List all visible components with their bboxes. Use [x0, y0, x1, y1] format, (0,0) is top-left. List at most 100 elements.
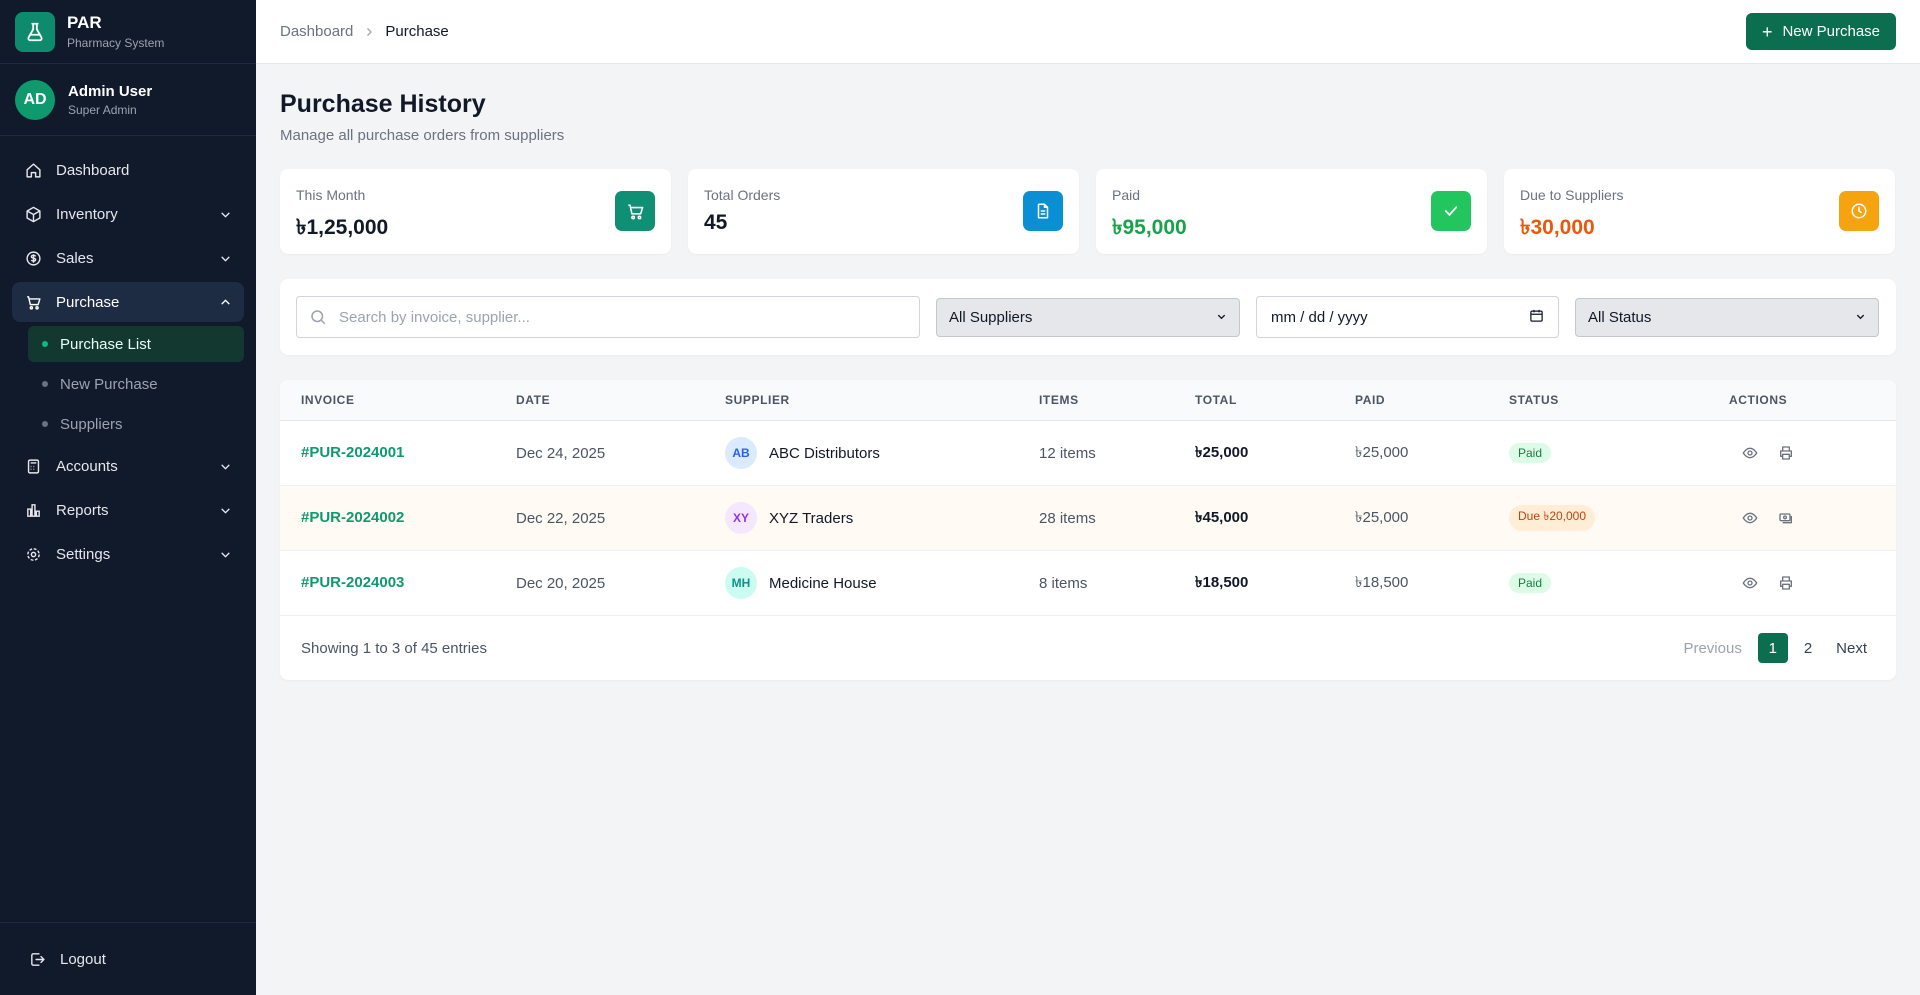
search-input[interactable] — [339, 308, 907, 326]
supplier-avatar: MH — [725, 567, 757, 599]
column-header-actions: ACTIONS — [1729, 393, 1788, 407]
stat-card-due: Due to Suppliers ৳30,000 — [1504, 169, 1895, 254]
date-input-value: mm / dd / yyyy — [1271, 308, 1368, 326]
row-paid: ৳25,000 — [1355, 443, 1409, 461]
page-button-1[interactable]: 1 — [1757, 633, 1788, 663]
purchase-table: INVOICE DATE SUPPLIER ITEMS TOTAL PAID S… — [280, 380, 1896, 680]
eye-icon[interactable] — [1741, 444, 1759, 462]
supplier-select-value: All Suppliers — [949, 308, 1033, 326]
brand: PAR Pharmacy System — [0, 0, 256, 64]
table-row: #PUR-2024003 Dec 20, 2025 MH Medicine Ho… — [280, 551, 1896, 616]
brand-title: PAR — [67, 13, 102, 32]
check-icon — [1431, 191, 1471, 231]
sidebar-item-label: Accounts — [56, 457, 118, 475]
topbar: Dashboard Purchase + New Purchase — [256, 0, 1920, 64]
entries-summary: Showing 1 to 3 of 45 entries — [301, 639, 487, 657]
eye-icon[interactable] — [1741, 574, 1759, 592]
date-input[interactable]: mm / dd / yyyy — [1256, 296, 1559, 338]
column-header-total: TOTAL — [1195, 393, 1237, 407]
bar-chart-icon — [24, 501, 42, 519]
bullet-dot — [42, 341, 48, 347]
submenu-item-purchase-list[interactable]: Purchase List — [28, 326, 244, 362]
status-select[interactable]: All Status — [1575, 297, 1879, 337]
supplier-name: Medicine House — [769, 574, 877, 592]
row-total: ৳45,000 — [1195, 508, 1249, 526]
payment-icon[interactable] — [1777, 509, 1795, 527]
chevron-right-icon — [363, 26, 375, 38]
row-date: Dec 20, 2025 — [516, 574, 606, 592]
column-header-status: STATUS — [1509, 393, 1559, 407]
logout-icon — [28, 950, 46, 968]
sidebar-item-accounts[interactable]: Accounts — [12, 446, 244, 486]
sidebar-item-sales[interactable]: Sales — [12, 238, 244, 278]
page-button-2[interactable]: 2 — [1803, 639, 1813, 657]
sidebar-item-label: Reports — [56, 501, 109, 519]
next-page-button[interactable]: Next — [1836, 639, 1867, 657]
calendar-icon[interactable] — [1529, 308, 1544, 327]
sidebar-item-label: Dashboard — [56, 161, 130, 179]
supplier-avatar: AB — [725, 437, 757, 469]
sidebar-item-purchase[interactable]: Purchase — [12, 282, 244, 322]
row-items: 12 items — [1039, 444, 1096, 462]
brand-subtitle: Pharmacy System — [67, 36, 165, 50]
stat-card-this-month: This Month ৳1,25,000 — [280, 169, 671, 254]
status-badge: Due ৳20,000 — [1509, 505, 1596, 531]
column-header-date: DATE — [516, 393, 551, 407]
submenu-item-new-purchase[interactable]: New Purchase — [28, 366, 244, 402]
supplier-name: ABC Distributors — [769, 444, 880, 462]
table-row: #PUR-2024002 Dec 22, 2025 XY XYZ Traders… — [280, 486, 1896, 551]
row-total: ৳18,500 — [1195, 573, 1249, 591]
user-profile[interactable]: AD Admin User Super Admin — [0, 64, 256, 136]
submenu-item-label: Suppliers — [60, 415, 123, 433]
submenu-item-label: Purchase List — [60, 335, 151, 353]
chevron-down-icon — [218, 207, 232, 221]
stat-value: ৳1,25,000 — [296, 216, 389, 239]
previous-page-button[interactable]: Previous — [1683, 639, 1742, 657]
column-header-paid: PAID — [1355, 393, 1386, 407]
stat-value: ৳30,000 — [1520, 216, 1595, 239]
clock-icon — [1839, 191, 1879, 231]
main-content: Purchase History Manage all purchase ord… — [280, 64, 1896, 680]
logout-button[interactable]: Logout — [0, 922, 256, 995]
bullet-dot — [42, 381, 48, 387]
chevron-down-icon — [218, 459, 232, 473]
sidebar-item-inventory[interactable]: Inventory — [12, 194, 244, 234]
cart-icon — [24, 293, 42, 311]
flask-icon — [15, 11, 55, 52]
search-box[interactable] — [296, 296, 920, 338]
table-row: #PUR-2024001 Dec 24, 2025 AB ABC Distrib… — [280, 421, 1896, 486]
eye-icon[interactable] — [1741, 509, 1759, 527]
submenu-item-label: New Purchase — [60, 375, 158, 393]
invoice-link[interactable]: #PUR-2024003 — [301, 574, 405, 591]
column-header-items: ITEMS — [1039, 393, 1079, 407]
plus-icon: + — [1761, 21, 1773, 42]
sidebar-item-label: Settings — [56, 545, 111, 563]
sidebar-item-reports[interactable]: Reports — [12, 490, 244, 530]
avatar: AD — [15, 79, 55, 120]
stat-value: ৳95,000 — [1112, 216, 1187, 239]
column-header-supplier: SUPPLIER — [725, 393, 790, 407]
invoice-link[interactable]: #PUR-2024001 — [301, 444, 405, 461]
breadcrumb-dashboard[interactable]: Dashboard — [280, 23, 354, 40]
chevron-down-icon — [1855, 309, 1866, 326]
submenu-item-suppliers[interactable]: Suppliers — [28, 406, 244, 442]
invoice-link[interactable]: #PUR-2024002 — [301, 509, 405, 526]
chevron-down-icon — [218, 503, 232, 517]
dollar-circle-icon — [24, 249, 42, 267]
supplier-select[interactable]: All Suppliers — [936, 297, 1240, 337]
purchase-submenu: Purchase List New Purchase Suppliers — [12, 326, 244, 442]
breadcrumb: Dashboard Purchase — [280, 23, 1746, 40]
row-supplier: XY XYZ Traders — [725, 502, 1039, 534]
supplier-avatar: XY — [725, 502, 757, 534]
print-icon[interactable] — [1777, 444, 1795, 462]
sidebar-item-dashboard[interactable]: Dashboard — [12, 150, 244, 190]
chevron-up-icon — [218, 295, 232, 309]
row-date: Dec 22, 2025 — [516, 509, 606, 527]
status-badge: Paid — [1509, 573, 1552, 593]
print-icon[interactable] — [1777, 574, 1795, 592]
stat-value: 45 — [704, 211, 728, 234]
new-purchase-button[interactable]: + New Purchase — [1745, 13, 1896, 50]
calculator-icon — [24, 457, 42, 475]
sidebar-item-settings[interactable]: Settings — [12, 534, 244, 574]
breadcrumb-current: Purchase — [385, 23, 449, 40]
